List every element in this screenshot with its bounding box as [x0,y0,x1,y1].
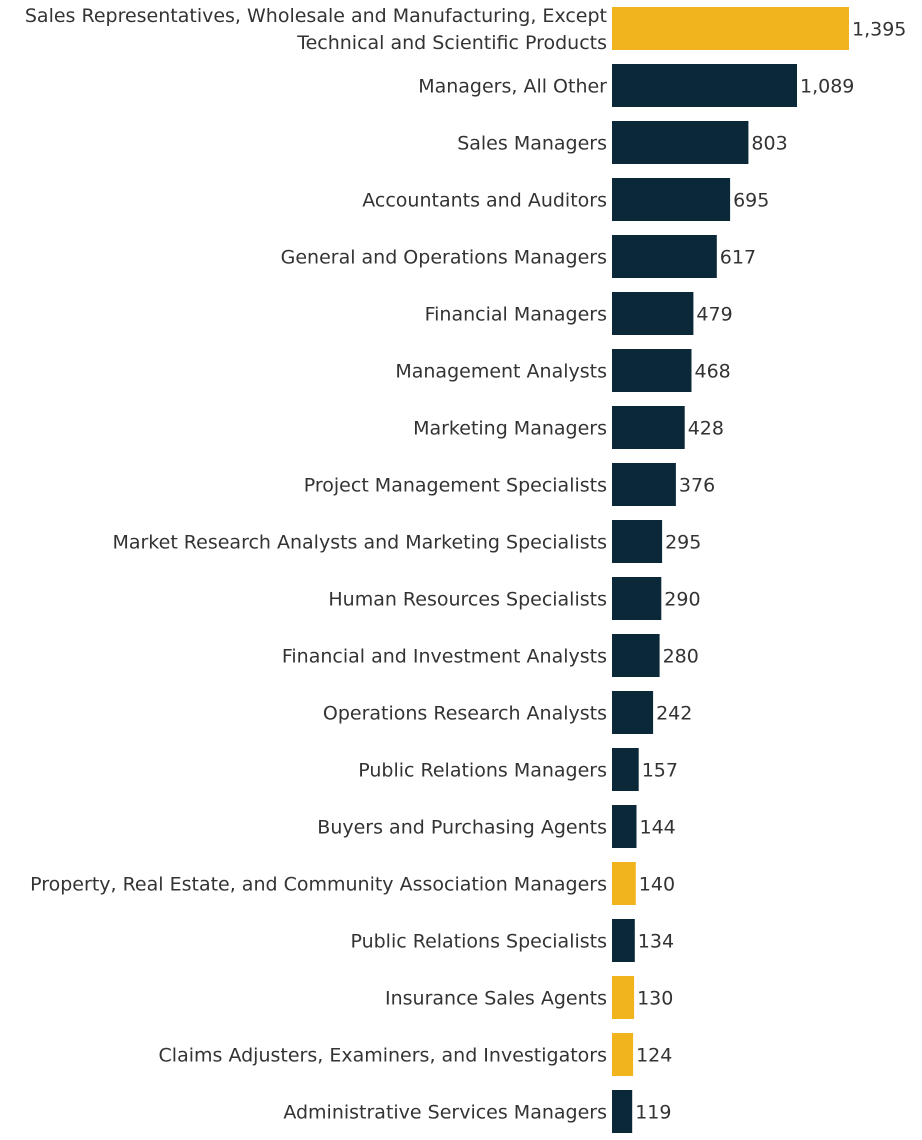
value-label: 468 [695,361,731,383]
value-label: 280 [663,646,699,668]
bar [612,121,749,164]
category-label-line: Sales Representatives, Wholesale and Man… [25,5,607,27]
category-label-line: Project Management Specialists [304,475,607,497]
category-label-line: General and Operations Managers [281,247,607,269]
value-label: 140 [639,874,675,896]
category-label: Project Management Specialists [304,475,607,497]
category-label: General and Operations Managers [281,247,607,269]
category-label-line: Buyers and Purchasing Agents [317,817,607,839]
category-label-line: Public Relations Managers [358,760,607,782]
category-label: Buyers and Purchasing Agents [317,817,607,839]
value-label: 124 [636,1045,672,1067]
category-label-line: Financial and Investment Analysts [282,646,607,668]
bar [612,976,635,1019]
value-label: 130 [637,988,673,1010]
bar [612,1033,634,1076]
bar [612,691,654,734]
bar [612,1090,633,1133]
category-label: Public Relations Managers [358,760,607,782]
value-label: 295 [665,532,701,554]
category-label-line: Managers, All Other [418,76,607,98]
category-label: Human Resources Specialists [328,589,607,611]
bars-group [612,7,849,1133]
value-labels-group: 1,395 1,089 803 695 617 479 468 428 376 295 290 280… [635,19,906,1124]
value-label: 428 [688,418,724,440]
category-label-line: Administrative Services Managers [283,1102,607,1124]
category-label: Accountants and Auditors [362,190,607,212]
bar [612,805,637,848]
category-label: Marketing Managers [413,418,607,440]
category-label: Property, Real Estate, and Community Ass… [30,874,607,896]
bar [612,349,692,392]
category-label-line: Accountants and Auditors [362,190,607,212]
category-label: Operations Research Analysts [323,703,607,725]
bar [612,520,663,563]
bar [612,292,694,335]
category-label-line: Human Resources Specialists [328,589,607,611]
value-label: 695 [733,190,769,212]
value-label: 1,089 [800,76,854,98]
category-label-line: Management Analysts [395,361,607,383]
category-label-line: Market Research Analysts and Marketing S… [112,532,607,554]
value-label: 479 [696,304,732,326]
value-label: 290 [664,589,700,611]
bar [612,235,717,278]
category-label: Insurance Sales Agents [385,988,607,1010]
category-label: Managers, All Other [418,76,607,98]
value-label: 617 [720,247,756,269]
bar [612,862,636,905]
value-label: 242 [656,703,692,725]
category-label: Financial and Investment Analysts [282,646,607,668]
category-label-line: Technical and Scientific Products [296,32,607,54]
bar [612,64,797,107]
category-label-line: Insurance Sales Agents [385,988,607,1010]
value-label: 376 [679,475,715,497]
category-labels-group: Sales Representatives, Wholesale and Man… [25,5,607,1124]
bar [612,919,635,962]
category-label: Management Analysts [395,361,607,383]
value-label: 144 [640,817,676,839]
category-label: Sales Managers [457,133,607,155]
category-label-line: Public Relations Specialists [350,931,607,953]
value-label: 134 [638,931,674,953]
category-label-line: Financial Managers [425,304,607,326]
category-label: Claims Adjusters, Examiners, and Investi… [159,1045,607,1067]
bar [612,7,849,50]
bar [612,178,731,221]
bar [612,634,660,677]
category-label: Market Research Analysts and Marketing S… [112,532,607,554]
category-label-line: Marketing Managers [413,418,607,440]
category-label: Sales Representatives, Wholesale and Man… [25,5,607,54]
category-label-line: Claims Adjusters, Examiners, and Investi… [159,1045,607,1067]
value-label: 1,395 [852,19,906,41]
value-label: 119 [635,1102,671,1124]
bar [612,577,662,620]
category-label-line: Sales Managers [457,133,607,155]
value-label: 803 [751,133,787,155]
category-label-line: Property, Real Estate, and Community Ass… [30,874,607,896]
bar [612,463,676,506]
category-label: Administrative Services Managers [283,1102,607,1124]
bar [612,748,639,791]
value-label: 157 [642,760,678,782]
category-label: Public Relations Specialists [350,931,607,953]
category-label-line: Operations Research Analysts [323,703,607,725]
bar [612,406,685,449]
category-label: Financial Managers [425,304,607,326]
